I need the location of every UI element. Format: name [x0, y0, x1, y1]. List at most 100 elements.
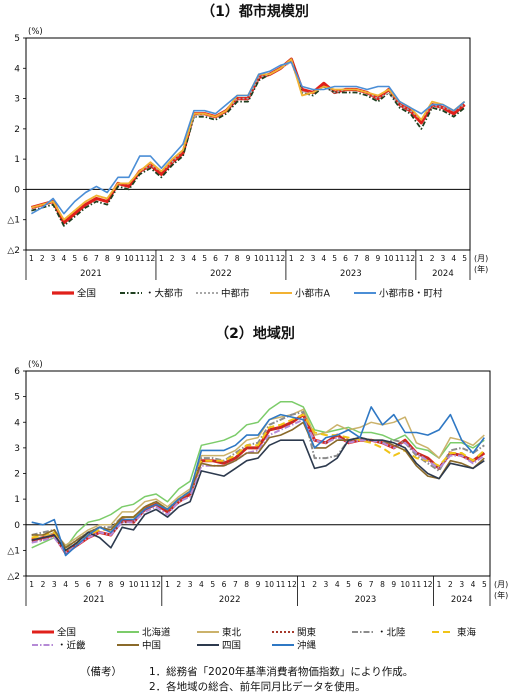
c1-month-label-32: 9	[376, 254, 381, 263]
c1-title: （1）都市規模別	[201, 3, 309, 20]
c1-month-label-9: 10	[124, 254, 134, 263]
c2-series-line-9	[31, 406, 485, 557]
c2-ytick-label-0: 6	[14, 367, 20, 377]
c2-month-label-13: 2	[176, 580, 181, 589]
c2-ytick-label-4: 2	[14, 470, 20, 480]
c2-legend-label-7: 中国	[142, 640, 161, 652]
c1-month-label-37: 2	[430, 254, 435, 263]
c1-month-label-26: 3	[311, 254, 316, 263]
c1-month-label-19: 8	[235, 254, 240, 263]
c2-legend-label-6: ・近畿	[57, 640, 86, 652]
c1-month-label-3: 4	[62, 254, 67, 263]
c2-year-label-2: 2023	[355, 595, 377, 605]
c1-month-label-23: 12	[276, 254, 286, 263]
c2-month-label-35: 12	[423, 580, 433, 589]
c2-month-label-12: 1	[165, 580, 170, 589]
c2-legend-label-2: 東北	[222, 627, 242, 639]
c1-month-label-2: 3	[51, 254, 56, 263]
c1-month-label-24: 1	[289, 254, 294, 263]
c2-month-label-16: 5	[210, 580, 215, 589]
c1-month-label-25: 2	[300, 254, 305, 263]
c1-month-label-14: 3	[181, 254, 186, 263]
c2-month-label-29: 6	[357, 580, 362, 589]
c1-month-label-33: 10	[384, 254, 394, 263]
c1-series-line-4	[31, 61, 466, 215]
c1-legend-label-0: 全国	[77, 288, 96, 300]
c1-series-line-0	[30, 57, 466, 225]
c2-series-line-1	[31, 401, 485, 549]
c2-month-label-11: 12	[151, 580, 161, 589]
c2-month-label-25: 2	[312, 580, 317, 589]
c1-year-label-2: 2023	[340, 269, 362, 279]
c1-legend-label-4: 小都市B・町村	[379, 288, 443, 300]
c2-month-label-34: 11	[412, 580, 422, 589]
c1-ytick-label-3: 2	[14, 125, 20, 135]
notes-line2: 2．各地域の総合、前年同月比データを使用。	[149, 681, 366, 693]
c2-series-line-8	[31, 436, 485, 552]
c2-legend-label-3: 関東	[297, 627, 317, 639]
c2-month-label-5: 6	[86, 580, 91, 589]
c1-month-label-16: 5	[202, 254, 207, 263]
c1-month-label-35: 12	[406, 254, 416, 263]
c2-month-label-26: 3	[324, 580, 329, 589]
c2-month-label-2: 3	[52, 580, 57, 589]
c1-ytick-label-1: 4	[14, 64, 20, 74]
c2-y-unit: (%)	[28, 360, 43, 370]
c2-ytick-label-2: 4	[14, 418, 20, 428]
c2-month-label-28: 5	[346, 580, 351, 589]
c2-legend-label-0: 全国	[57, 627, 76, 639]
c2-ytick-label-8: △2	[7, 572, 20, 582]
c2-series-line-7	[31, 421, 485, 549]
c2-month-label-21: 10	[265, 580, 275, 589]
c1-series-line-3	[31, 58, 466, 221]
c1-ytick-label-6: △1	[7, 216, 20, 226]
c2-month-label-6: 7	[97, 580, 102, 589]
c1-month-label-31: 8	[365, 254, 370, 263]
c1-month-label-22: 11	[265, 254, 275, 263]
c1-ytick-label-0: 5	[14, 34, 20, 44]
c2-series-line-6	[31, 418, 485, 554]
c1-month-label-28: 5	[332, 254, 337, 263]
c2-legend-label-5: 東海	[457, 627, 477, 639]
c1-ytick-label-7: △2	[7, 246, 20, 256]
c1-ytick-label-2: 3	[14, 95, 20, 105]
c1-month-label-6: 7	[94, 254, 99, 263]
c1-plot-area	[25, 37, 471, 251]
c1-month-label-30: 7	[354, 254, 359, 263]
c2-month-label-38: 3	[459, 580, 464, 589]
c1-month-label-34: 11	[395, 254, 405, 263]
c1-y-unit: (%)	[28, 27, 43, 37]
c2-legend-label-4: ・北陸	[377, 627, 406, 639]
c1-month-label-15: 4	[191, 254, 196, 263]
c1-legend-label-2: 中都市	[221, 288, 250, 300]
c1-month-label-27: 4	[321, 254, 326, 263]
c1-year-label-3: 2024	[432, 269, 454, 279]
c1-month-label-39: 4	[451, 254, 456, 263]
c2-ytick-label-6: 0	[14, 521, 20, 531]
c1-month-label-5: 6	[83, 254, 88, 263]
c2-month-label-33: 10	[400, 580, 410, 589]
c2-month-label-10: 11	[140, 580, 150, 589]
c2-month-label-30: 7	[369, 580, 374, 589]
c1-month-label-21: 10	[254, 254, 264, 263]
c2-month-label-22: 11	[276, 580, 286, 589]
c1-month-label-29: 6	[343, 254, 348, 263]
c2-month-label-36: 1	[437, 580, 442, 589]
notes-line1: 1．総務省「2020年基準消費者物価指数」により作成。	[149, 666, 414, 678]
c1-month-label-4: 5	[72, 254, 77, 263]
c1-month-label-20: 9	[246, 254, 251, 263]
c2-month-label-14: 3	[188, 580, 193, 589]
c1-month-label-12: 1	[159, 254, 164, 263]
c2-month-label-19: 8	[244, 580, 249, 589]
c2-legend-label-1: 北海道	[142, 627, 171, 639]
c1-year-label-0: 2021	[80, 269, 102, 279]
c2-legend-label-9: 沖縄	[297, 640, 317, 652]
c1-series-line-2	[31, 61, 465, 221]
c2-month-label-7: 8	[108, 580, 113, 589]
c2-month-label-40: 5	[482, 580, 487, 589]
c1-month-label-40: 5	[462, 254, 467, 263]
c1-month-label-0: 1	[29, 254, 34, 263]
c2-month-label-18: 7	[233, 580, 238, 589]
c2-ytick-label-1: 5	[14, 393, 20, 403]
